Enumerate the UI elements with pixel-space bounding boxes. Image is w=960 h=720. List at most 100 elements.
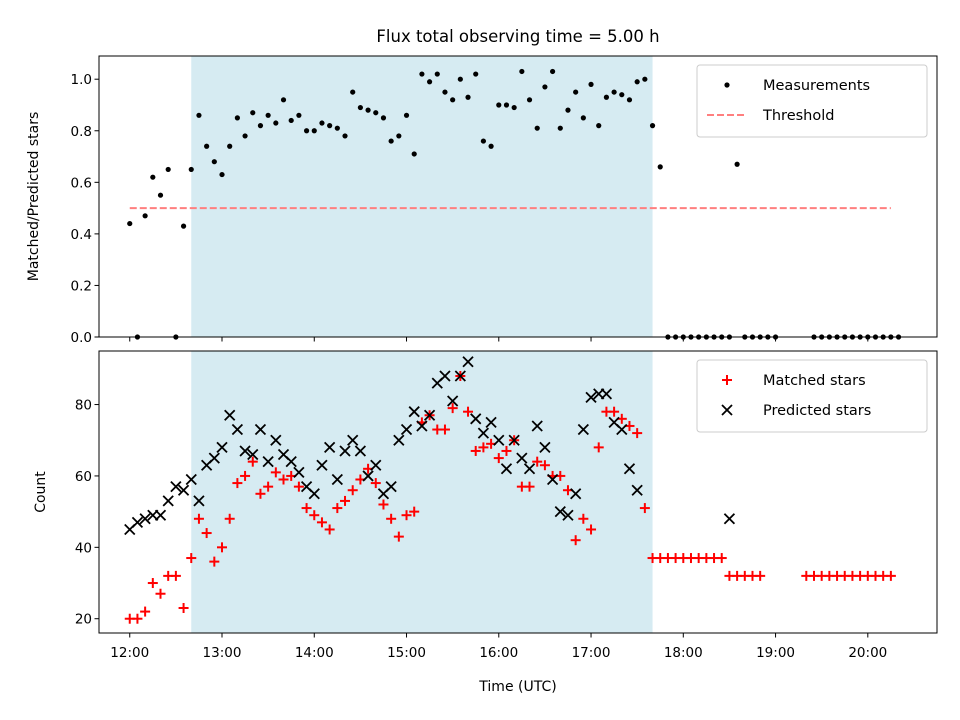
predicted-star-point [616, 423, 628, 436]
measurement-point [142, 213, 148, 219]
measurement-point [211, 159, 217, 165]
y-tick-label: 0.2 [71, 278, 92, 294]
predicted-star-point [308, 488, 320, 500]
x-b [247, 448, 259, 461]
measurement-point [549, 68, 556, 75]
measurement-point [204, 143, 210, 149]
measurement-point [557, 125, 563, 131]
x-b [224, 409, 236, 421]
predicted-star-point [554, 505, 566, 518]
predicted-star-point [354, 445, 367, 457]
measurement-point [242, 133, 248, 139]
x-b [454, 370, 466, 382]
x-b [516, 452, 528, 464]
x-b [562, 509, 574, 521]
predicted-star-point [170, 481, 182, 493]
predicted-star-point [477, 427, 490, 439]
matched-star-point [132, 613, 143, 624]
x-b [723, 513, 736, 525]
matched-star-point [201, 528, 212, 539]
measurement-point [488, 143, 494, 149]
y-tick-label: 0.0 [71, 330, 92, 346]
predicted-star-point [600, 388, 613, 400]
x-b [577, 423, 589, 436]
matched-star-point [232, 478, 243, 489]
x-b [208, 452, 220, 464]
measurement-point [388, 138, 394, 144]
predicted-star-point [331, 473, 343, 486]
x-b [631, 484, 643, 496]
predicted-star-point [370, 459, 382, 471]
x-b [616, 423, 628, 436]
measurement-point [503, 102, 510, 108]
predicted-star-point [485, 416, 497, 429]
measurement-point [457, 76, 463, 82]
predicted-star-point [362, 470, 374, 482]
x-b [162, 495, 174, 507]
matched-star-point [155, 588, 166, 599]
matched-star-point [217, 542, 228, 553]
predicted-star-point [193, 495, 205, 507]
x-b [300, 481, 313, 493]
bottom-panel-marks [124, 356, 896, 624]
matched-star-point [316, 517, 327, 528]
measurement-point [150, 174, 156, 180]
predicted-star-point [462, 356, 474, 368]
x-b [546, 473, 559, 486]
y-tick-label: 80 [75, 398, 92, 414]
bottom-panel-axes: 20 40 60 80 12:00 13:00 14:00 15:00 16:00 17:00 18… [75, 398, 887, 661]
x-b [262, 456, 274, 468]
matched-star-point [439, 424, 450, 435]
measurement-point [311, 128, 317, 134]
x-b [470, 413, 482, 425]
matched-star-point [639, 503, 650, 514]
matched-star-point [340, 495, 351, 506]
measurement-point [303, 128, 310, 134]
matched-star-point [178, 603, 189, 614]
predicted-star-point [208, 452, 220, 464]
predicted-star-point [539, 441, 551, 454]
predicted-star-point [585, 391, 597, 404]
predicted-star-point [324, 441, 336, 454]
predicted-star-point [523, 463, 536, 475]
measurement-point [342, 133, 348, 139]
matched-star-point [347, 485, 358, 496]
predicted-star-point [162, 495, 174, 507]
predicted-star-point [185, 473, 197, 486]
x-b [447, 395, 459, 407]
x-b [354, 445, 367, 457]
measurement-point [180, 223, 187, 229]
legend-marker-predicted [721, 404, 733, 416]
measurement-point [526, 97, 533, 103]
predicted-star-point [531, 420, 543, 432]
matched-star-point [193, 513, 204, 524]
measurement-point [273, 120, 279, 126]
predicted-star-point [500, 463, 513, 475]
predicted-star-point [131, 516, 144, 528]
top-y-axis-label: Matched/Predicted stars [26, 112, 42, 282]
predicted-star-point [546, 473, 559, 486]
x-b [408, 406, 420, 418]
matched-star-point [378, 499, 389, 510]
y-tick-label: 1.0 [71, 72, 92, 88]
predicted-star-point [508, 434, 520, 446]
x-b [400, 423, 413, 436]
top-panel-axes: 0.0 0.2 0.4 0.6 0.8 1.0 [71, 72, 869, 346]
measurement-point [580, 115, 586, 121]
matched-star-point [309, 510, 320, 521]
x-b [570, 488, 582, 500]
measurement-point [619, 92, 625, 98]
measurement-point [450, 97, 456, 103]
x-tick-label: 15:00 [387, 645, 426, 661]
measurement-point [157, 192, 164, 198]
matched-star-point [324, 524, 335, 535]
matched-star-point [632, 428, 643, 439]
x-b [439, 370, 451, 382]
measurement-point [611, 89, 617, 95]
x-tick-label: 14:00 [295, 645, 334, 661]
legend-label: Predicted stars [763, 403, 871, 419]
predicted-star-point [723, 513, 736, 525]
measurement-point [357, 104, 363, 111]
x-b [231, 423, 244, 436]
